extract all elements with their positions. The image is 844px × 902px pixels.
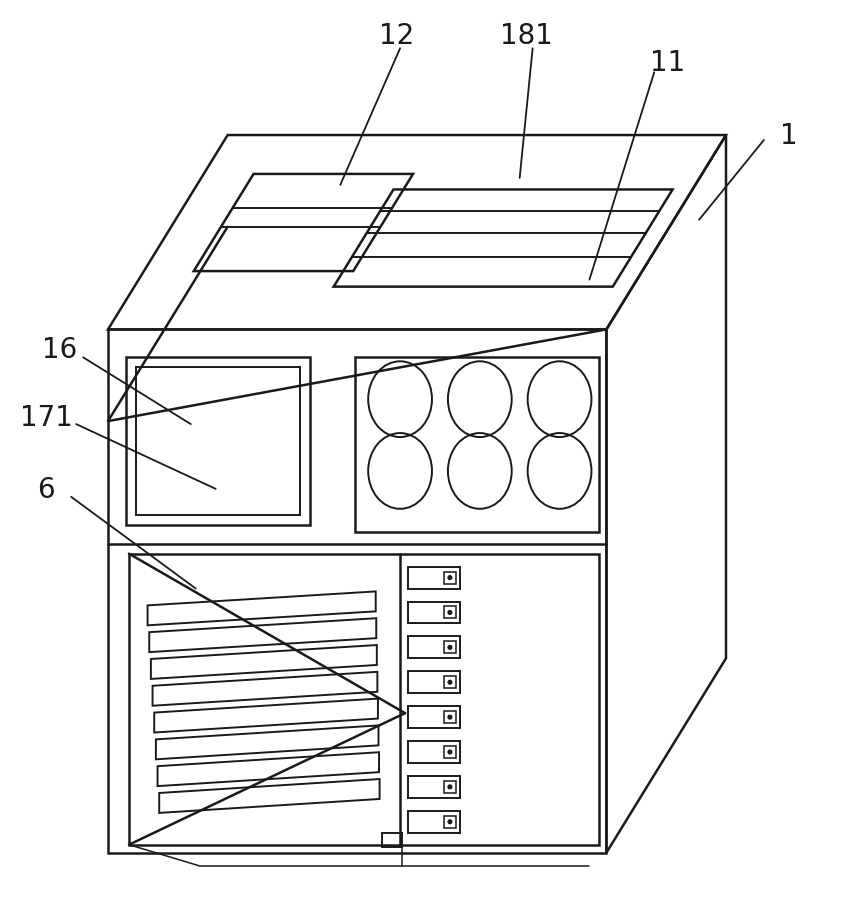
Bar	[408, 567, 459, 589]
Text: 6: 6	[37, 475, 55, 503]
Bar	[443, 712, 456, 723]
Text: 171: 171	[19, 404, 73, 432]
Bar	[443, 607, 456, 619]
Ellipse shape	[447, 820, 452, 824]
Text: 12: 12	[379, 23, 414, 51]
Bar	[136, 368, 300, 515]
Bar	[443, 572, 456, 584]
Bar	[443, 816, 456, 828]
Ellipse shape	[447, 785, 452, 789]
Ellipse shape	[447, 750, 452, 754]
Bar	[408, 741, 459, 763]
Ellipse shape	[447, 611, 452, 615]
Text: 11: 11	[649, 50, 684, 78]
Text: 181: 181	[500, 23, 553, 51]
Ellipse shape	[447, 715, 452, 719]
Bar	[129, 554, 598, 845]
Text: 16: 16	[41, 336, 77, 364]
Bar	[408, 637, 459, 658]
Ellipse shape	[447, 646, 452, 649]
Bar	[443, 746, 456, 759]
Bar	[354, 358, 598, 532]
Bar	[408, 706, 459, 728]
Bar	[443, 781, 456, 793]
Bar	[443, 641, 456, 654]
Bar	[408, 602, 459, 624]
Ellipse shape	[447, 680, 452, 685]
Bar	[126, 358, 310, 525]
Text: 1: 1	[779, 122, 797, 150]
Bar	[408, 776, 459, 798]
Bar	[443, 676, 456, 688]
Bar	[381, 833, 402, 847]
Bar	[408, 671, 459, 694]
Bar	[408, 811, 459, 833]
Ellipse shape	[447, 576, 452, 580]
